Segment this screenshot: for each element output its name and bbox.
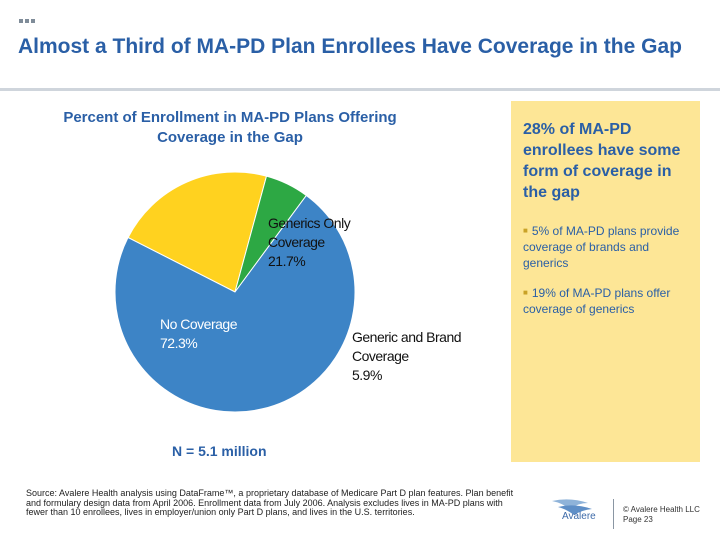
bullet-icon: ■ xyxy=(523,226,528,235)
source-note: Source: Avalere Health analysis using Da… xyxy=(26,488,514,517)
page-number: Page 23 xyxy=(623,515,653,524)
callout-heading: 28% of MA-PD enrollees have some form of… xyxy=(523,121,681,201)
sample-size-note: N = 5.1 million xyxy=(172,443,267,459)
callout-item: ■ 19% of MA-PD plans offer coverage of ge… xyxy=(523,285,690,317)
slice-label-generics-only: Generics Only Coverage 21.7% xyxy=(268,214,358,271)
slice-label-generics-only-value: 21.7% xyxy=(268,253,306,269)
callout-item-text: 5% of MA-PD plans provide coverage of br… xyxy=(523,224,680,270)
copyright-block: © Avalere Health LLC Page 23 xyxy=(623,505,700,525)
callout-box: 28% of MA-PD enrollees have some form of… xyxy=(511,101,700,462)
chart-title: Percent of Enrollment in MA-PD Plans Off… xyxy=(63,109,397,146)
slide-title: Almost a Third of MA-PD Plan Enrollees H… xyxy=(18,35,682,58)
callout-item: ■ 5% of MA-PD plans provide coverage of b… xyxy=(523,223,690,271)
pie-slice-generics-only xyxy=(127,171,268,293)
bullet-icon: ■ xyxy=(523,288,528,297)
slice-label-generic-and-brand: Generic and Brand Coverage 5.9% xyxy=(352,328,462,385)
slice-label-generic-and-brand-text: Generic and Brand Coverage xyxy=(352,329,462,364)
slice-label-generic-and-brand-value: 5.9% xyxy=(352,367,382,383)
title-divider xyxy=(0,88,720,91)
slice-label-no-coverage: No Coverage 72.3% xyxy=(160,315,270,353)
decorative-dots xyxy=(19,19,35,23)
pie-chart xyxy=(114,171,356,413)
footer-divider xyxy=(613,499,614,529)
pie-slice-no-coverage xyxy=(114,194,356,413)
slice-label-generics-only-text: Generics Only Coverage xyxy=(268,215,351,250)
logo-wordmark: Avalere xyxy=(562,511,596,522)
slice-label-no-coverage-text: No Coverage xyxy=(160,316,238,332)
slice-label-no-coverage-value: 72.3% xyxy=(160,335,198,351)
copyright-text: © Avalere Health LLC xyxy=(623,505,700,514)
callout-item-text: 19% of MA-PD plans offer coverage of gen… xyxy=(523,286,671,316)
avalere-logo-icon xyxy=(552,499,592,515)
